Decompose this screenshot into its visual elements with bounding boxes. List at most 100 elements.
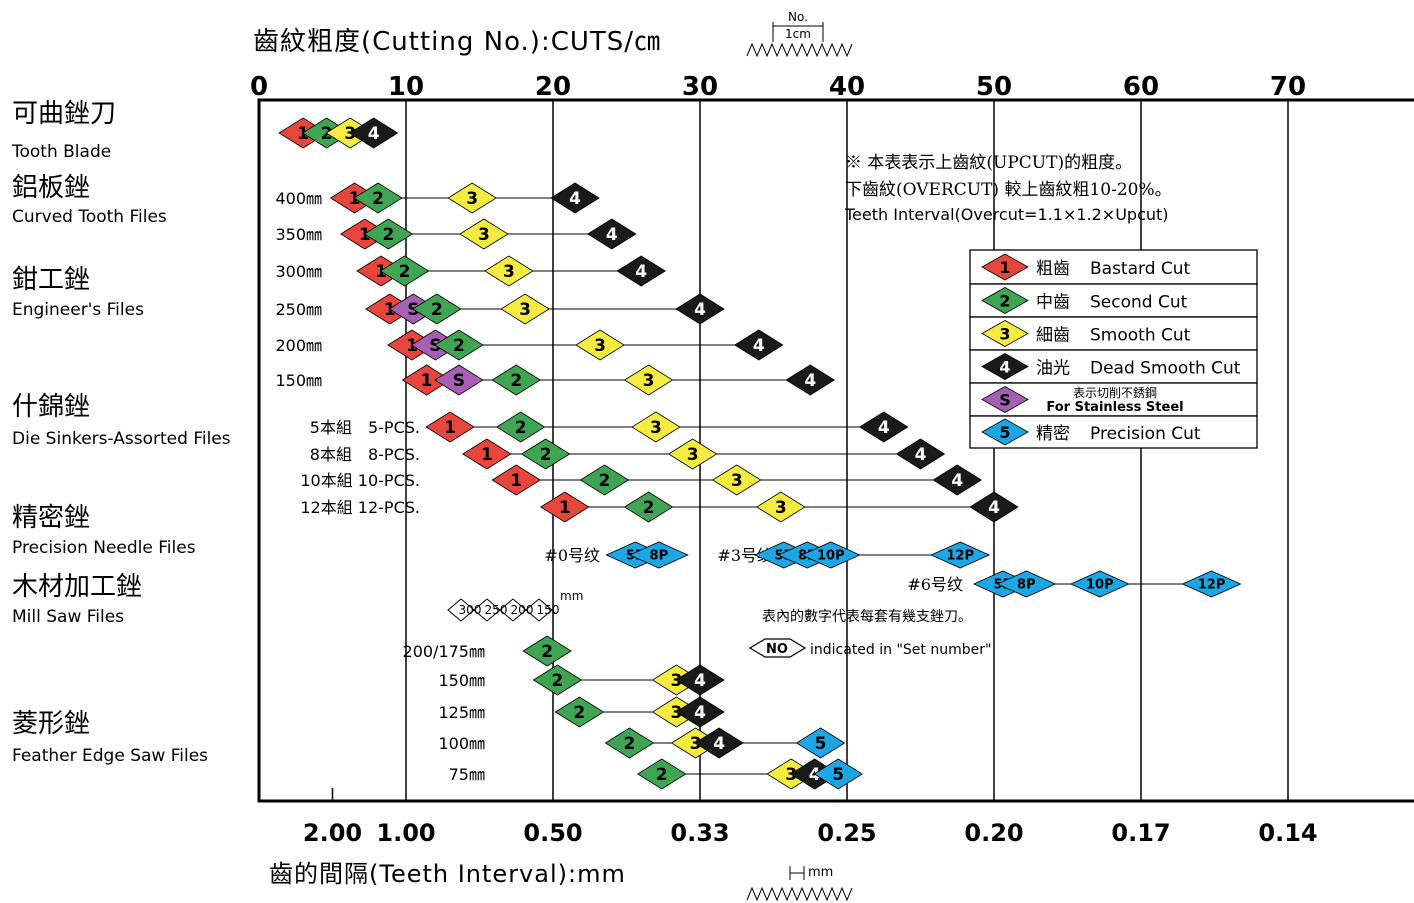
marker-diamond [522,635,572,667]
legend-en: Dead Smooth Cut [1090,359,1241,379]
marker-diamond [587,218,637,250]
marker-diamond [616,255,666,287]
precision-row-label: #6号纹 [907,575,963,594]
marker-label: 3 [594,336,606,356]
top-icon-unit: 1cm [785,27,811,41]
marker-label: 10P [817,549,845,564]
marker-diamond [520,438,571,470]
marker-label: 12P [946,549,974,564]
marker: 2 [495,411,546,443]
marker: 2 [637,758,687,790]
marker: 2 [412,293,462,325]
marker-label: 3 [643,371,655,391]
marker-diamond [637,758,687,790]
legend-cn: 粗齒 [1036,259,1070,279]
marker-diamond [623,364,674,396]
legend-en: For Stainless Steel [1046,400,1183,415]
legend-swatch [981,320,1029,347]
marker-diamond [575,329,625,361]
size-badge-label: 250 [485,603,508,617]
marker: 1 [462,438,512,470]
marker-diamond [484,255,534,287]
marker-label: 3 [344,124,356,144]
legend-swatch [981,418,1029,446]
marker: 2 [491,364,542,396]
marker-label: 2 [382,225,394,245]
marker-label: 4 [915,445,927,465]
marker-label: 4 [569,189,581,209]
marker: 4 [675,664,725,696]
marker-diamond [675,293,725,325]
bottom-axis: 2.001.000.500.330.250.200.170.140 [303,819,1318,847]
row-label: 125㎜ [438,703,485,722]
marker-label: 4 [809,765,821,785]
marker-diamond [1181,570,1242,598]
marker-diamond [491,464,542,496]
marker-label: 4 [988,498,1000,518]
marker-label: 2 [656,765,668,785]
marker-label: 1 [421,371,433,391]
marker-label: 1 [481,445,493,465]
marker-label: S [407,300,419,320]
marker: 8P [628,541,689,569]
marker: 4 [734,329,784,361]
note-line-3: Teeth Interval(Overcut=1.1×1.2×Upcut) [844,205,1169,224]
marker: 2 [623,491,674,523]
row-label: 200㎜ [275,336,322,355]
row-label: 150㎜ [275,371,322,390]
marker: 3 [575,329,625,361]
marker: 2 [579,464,630,496]
bottom-tick-label: 0.20 [964,819,1023,847]
category-feather-edge: 菱形銼 Feather Edge Saw Files [12,709,208,766]
category-cn: 鋁板銼 [12,173,90,203]
marker-label: S [453,371,465,391]
marker-diamond [579,464,630,496]
marker: 4 [348,117,399,149]
legend-cn: 中齒 [1036,293,1070,313]
marker: 10P [1069,570,1130,598]
teeth-icon-top: No. 1cm [746,10,853,58]
legend-cn: 精密 [1036,424,1070,444]
top-tick-label: 40 [829,72,865,102]
marker: 2 [522,635,572,667]
marker-label: 1 [349,189,361,209]
marker: 4 [587,218,637,250]
top-tick-label: 50 [976,72,1012,102]
top-tick-label: 70 [1270,72,1306,102]
marker: 4 [932,464,983,496]
marker: 3 [631,411,681,443]
marker-label: 4 [713,734,725,754]
top-tick-label: 60 [1123,72,1159,102]
marker-diamond [969,491,1019,523]
category-die-sinkers: 什錦銼 Die Sinkers-Assorted Files [12,392,231,449]
marker-diamond [623,491,674,523]
top-tick-label: 10 [388,72,424,102]
set-note-en: indicated in "Set number" [810,642,991,658]
set-note-badge: NO [748,638,807,658]
row-label: 350㎜ [275,225,322,244]
legend-swatch [981,386,1029,413]
marker-label: 2 [541,642,553,662]
category-cn: 菱形銼 [12,709,90,739]
marker-diamond [495,411,546,443]
row-label: 5本組 5-PCS. [310,418,420,437]
marker-label: 4 [951,471,963,491]
bottom-tick-label: 0.17 [1111,819,1170,847]
marker-label: 2 [624,734,636,754]
marker-label: 2 [599,471,611,491]
marker: 3 [484,255,534,287]
category-mill-saw: 木材加工銼 Mill Saw Files [12,572,142,627]
bottom-tick-label: 0.25 [817,819,876,847]
marker: 4 [675,696,725,728]
legend-cn: 細齒 [1036,326,1070,346]
marker-diamond [379,255,430,287]
marker-diamond [930,541,991,569]
marker: 2 [532,664,583,696]
marker-label: 1 [375,262,387,282]
category-cn: 鉗工銼 [12,265,90,295]
marker: 4 [785,364,836,396]
marker-label: 4 [694,300,706,320]
marker-label: 3 [731,471,743,491]
category-cn: 精密銼 [12,503,90,533]
